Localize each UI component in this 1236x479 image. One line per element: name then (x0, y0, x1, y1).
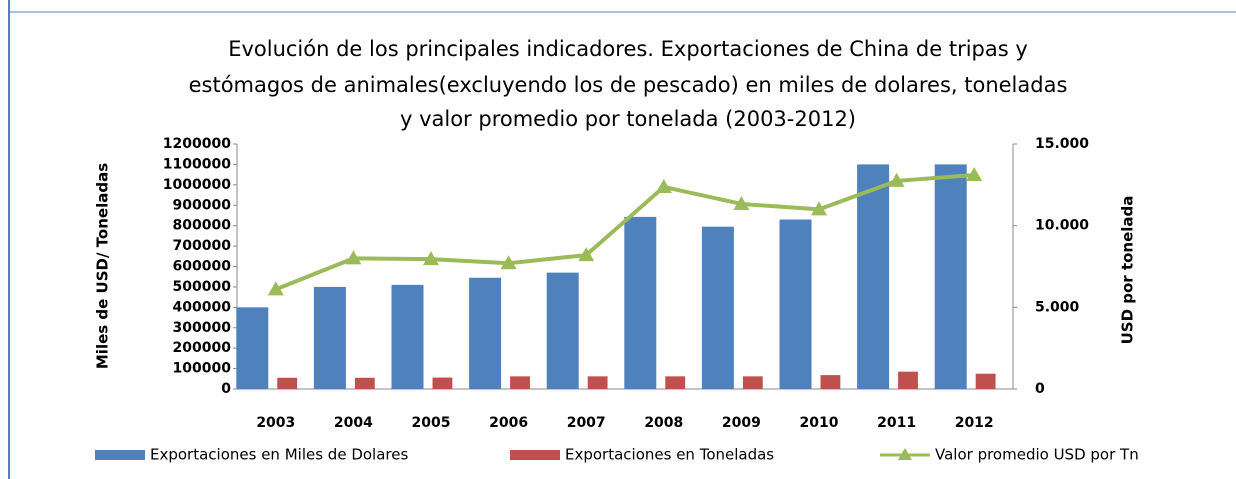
x-tick-label: 2008 (644, 415, 683, 431)
legend-label: Exportaciones en Toneladas (565, 446, 774, 464)
y-tick-label: 900000 (173, 197, 232, 213)
y2-tick-label: 15.000 (1035, 136, 1089, 152)
bar (277, 377, 298, 389)
marker (500, 255, 517, 270)
legend-label: Exportaciones en Miles de Dolares (150, 446, 408, 464)
bar (975, 373, 996, 389)
y-tick-label: 700000 (173, 238, 232, 254)
y-tick-label: 600000 (173, 259, 232, 275)
marker (345, 250, 362, 265)
legend-swatch (510, 450, 560, 460)
chart-title: Evolución de los principales indicadores… (228, 37, 1028, 61)
x-tick-label: 2010 (800, 415, 839, 431)
bar (546, 272, 579, 389)
bar (587, 376, 608, 389)
marker (578, 247, 595, 262)
y-tick-label: 800000 (173, 218, 232, 234)
bar (857, 164, 890, 389)
x-tick-label: 2006 (489, 415, 528, 431)
y-tick-label: 500000 (173, 279, 232, 295)
bar (432, 377, 453, 389)
bar (742, 376, 763, 389)
bar (898, 371, 918, 389)
bar (391, 284, 424, 389)
legend-swatch (95, 450, 145, 460)
y2-tick-label: 5.000 (1035, 299, 1080, 315)
y-tick-label: 300000 (173, 320, 232, 336)
x-tick-label: 2011 (877, 415, 916, 431)
y-tick-label: 200000 (173, 340, 232, 356)
marker (811, 201, 827, 216)
bar (701, 226, 734, 389)
x-tick-label: 2009 (722, 415, 761, 431)
x-tick-label: 2005 (412, 415, 451, 431)
chart-title: y valor promedio por tonelada (2003-2012… (400, 107, 856, 131)
line (275, 173, 975, 292)
x-tick-label: 2003 (256, 415, 295, 431)
y-axis-label: Miles de USD/ Toneladas (94, 163, 112, 369)
y-tick-label: 1200000 (163, 136, 231, 152)
y2-axis-label: USD por tonelada (1119, 196, 1137, 345)
y-tick-label: 0 (221, 381, 231, 397)
bar (510, 376, 530, 389)
marker (733, 195, 750, 210)
legend-swatch (898, 448, 912, 460)
bar (820, 375, 841, 389)
x-tick-label: 2007 (567, 415, 606, 431)
y-tick-label: 400000 (173, 299, 232, 315)
y-tick-label: 100000 (173, 361, 232, 377)
x-tick-label: 2012 (955, 415, 994, 431)
bar (665, 376, 686, 389)
bar (779, 219, 812, 389)
marker (655, 178, 672, 193)
bar (624, 216, 657, 389)
legend-label: Valor promedio USD por Tn (935, 446, 1139, 464)
y-tick-label: 1100000 (163, 156, 231, 172)
marker (888, 172, 905, 187)
bar (934, 164, 967, 389)
y2-tick-label: 0 (1035, 381, 1045, 397)
y2-tick-label: 10.000 (1035, 218, 1089, 234)
bar (469, 277, 502, 389)
bar (354, 377, 375, 389)
bar (313, 286, 346, 389)
marker (423, 251, 439, 266)
x-tick-label: 2004 (334, 415, 373, 431)
chart-title: estómagos de animales(excluyendo los de … (189, 73, 1068, 97)
marker (267, 281, 284, 296)
bar (236, 307, 269, 389)
marker (966, 167, 983, 182)
y-tick-label: 1000000 (163, 177, 231, 193)
